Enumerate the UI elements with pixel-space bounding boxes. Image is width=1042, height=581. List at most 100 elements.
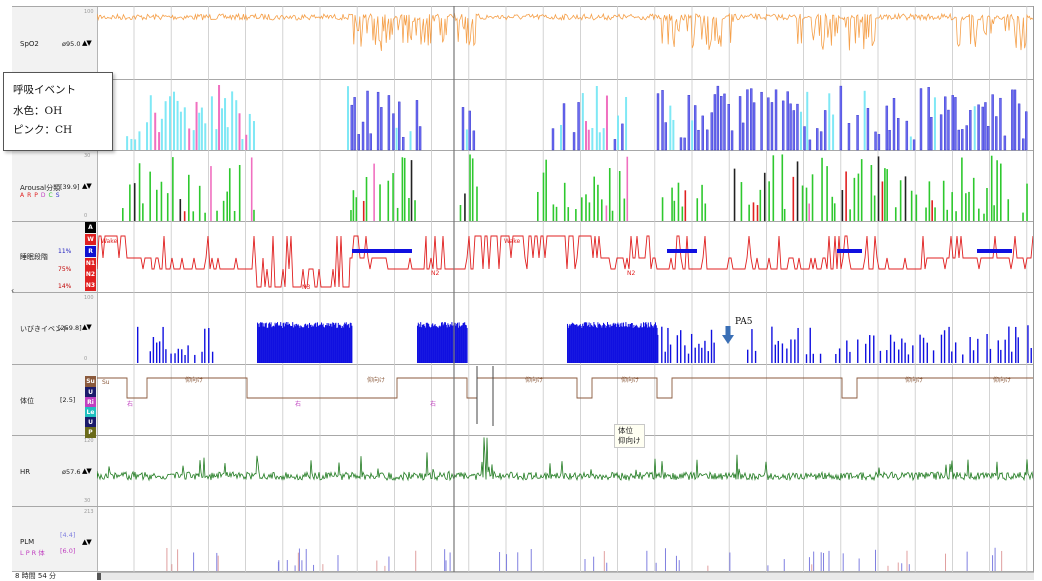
snore-event-bar (572, 323, 574, 363)
stage-text-n2-b: N2 (627, 270, 635, 277)
plm-event-bar (664, 548, 666, 571)
arousal-event-bar (978, 208, 980, 221)
plm-event-bar (277, 561, 279, 571)
snore-event-bar (165, 349, 167, 363)
snore-event-bar (580, 325, 582, 363)
snore-event-bar (849, 351, 851, 363)
snore-event-bar (330, 323, 332, 363)
respiratory-event-bar (697, 129, 700, 151)
snore-event-bar (423, 324, 425, 363)
plm-event-bar (603, 551, 605, 571)
arousal-event-bar (129, 184, 131, 221)
snore-event-bar (296, 323, 298, 363)
scrollbar-thumb[interactable] (97, 573, 101, 580)
snore-event-bar (639, 327, 640, 363)
snore-event-bar (299, 327, 301, 363)
arousal-legend-a: A (20, 192, 25, 199)
hr-scale-arrows[interactable]: ▲▼ (82, 467, 92, 475)
snore-event-bar (319, 324, 321, 363)
arousal-event-bar (870, 165, 873, 221)
snore-event-bar (440, 326, 442, 363)
snore-event-bar (418, 324, 420, 363)
snore-event-bar (276, 322, 278, 363)
snore-event-bar (651, 325, 653, 363)
snore-event-bar (208, 328, 210, 363)
respiratory-event-bar (832, 114, 835, 150)
snore-event-bar (325, 325, 326, 363)
arousal-event-bar (759, 189, 762, 221)
arousal-event-bar (362, 200, 365, 221)
respiratory-event-bar (687, 94, 691, 151)
snore-event-bar (431, 324, 433, 363)
snore-event-bar (342, 327, 344, 363)
snore-event-bar (781, 343, 784, 363)
arousal-event-bar (661, 197, 664, 221)
snore-event-bar (339, 324, 341, 363)
arousal-scale-arrows[interactable]: ▲▼ (82, 182, 92, 190)
arousal-event-bar (204, 212, 206, 221)
arousal-event-bar (873, 195, 876, 221)
snore-event-bar (331, 326, 333, 363)
signal-plot-area[interactable]: Wake Wake N3 N2 N2 Su 右 仰向け 右 仰向け 右 仰向け … (97, 6, 1034, 572)
hr-track-name: HR (20, 468, 31, 476)
snore-event-bar (343, 324, 345, 363)
respiratory-event-bar (984, 102, 987, 151)
arousal-event-bar (899, 180, 902, 221)
snore-event-bar (293, 327, 294, 363)
plm-event-bar (301, 560, 303, 571)
plm-scale-arrows[interactable]: ▲▼ (82, 538, 92, 546)
position-label-u: U (85, 387, 96, 398)
respiratory-event-bar (939, 114, 943, 151)
snore-event-bar (581, 327, 583, 363)
down-arrow-icon[interactable] (722, 326, 734, 344)
snore-event-bar (268, 323, 270, 363)
snore-event-bar (204, 328, 206, 363)
snore-event-bar (636, 325, 638, 363)
snore-event-bar (972, 350, 975, 363)
respiratory-event-bar (192, 130, 195, 150)
respiratory-event-bar (796, 103, 799, 151)
arousal-event-bar (575, 209, 577, 221)
spo2-scale-top: 100 (84, 9, 94, 15)
snore-event-bar (919, 334, 921, 363)
plm-event-bar (808, 557, 810, 571)
snore-event-bar (447, 323, 449, 363)
snore-event-bar (325, 325, 327, 363)
snore-event-bar (618, 324, 620, 363)
respiratory-event-bars (126, 85, 1028, 151)
snore-scale-arrows[interactable]: ▲▼ (82, 323, 92, 331)
position-seg-label: 右 (295, 400, 301, 408)
snore-event-bar (598, 324, 600, 363)
timeline-scrollbar[interactable] (97, 572, 1034, 580)
snore-event-bar (607, 324, 609, 363)
snore-event-bar (879, 350, 882, 363)
plm-scale-top: 213 (84, 509, 94, 515)
snore-event-bar (710, 329, 713, 363)
spo2-value: ø95.0 (62, 40, 81, 48)
spo2-scale-arrows[interactable]: ▲▼ (82, 39, 92, 47)
position-label-ri: Ri (85, 397, 96, 408)
respiratory-event-bar (828, 93, 831, 150)
snore-event-bar (285, 323, 286, 363)
snore-event-bar (747, 349, 749, 363)
hypnogram (97, 235, 1034, 288)
arousal-event-bar (387, 180, 390, 221)
arousal-event-bar (1007, 199, 1010, 221)
snore-event-bar (337, 327, 338, 363)
snore-event-bar (619, 323, 621, 363)
respiratory-event-bar (625, 96, 628, 150)
snore-event-bar (835, 353, 837, 363)
snore-event-bar (1015, 326, 1017, 363)
respiratory-event-bar (957, 129, 961, 151)
snore-event-bar (632, 327, 634, 363)
snore-event-bar (351, 325, 353, 363)
snore-event-bar (582, 323, 584, 363)
snore-event-bar (421, 324, 423, 363)
plm-event-bar (1001, 550, 1003, 571)
collapse-panel-icon[interactable]: ‹ (11, 286, 15, 295)
snore-event-bar (461, 325, 463, 363)
respiratory-event-bar (357, 134, 360, 151)
snore-event-bar (294, 326, 296, 363)
snore-event-bar (650, 322, 652, 363)
